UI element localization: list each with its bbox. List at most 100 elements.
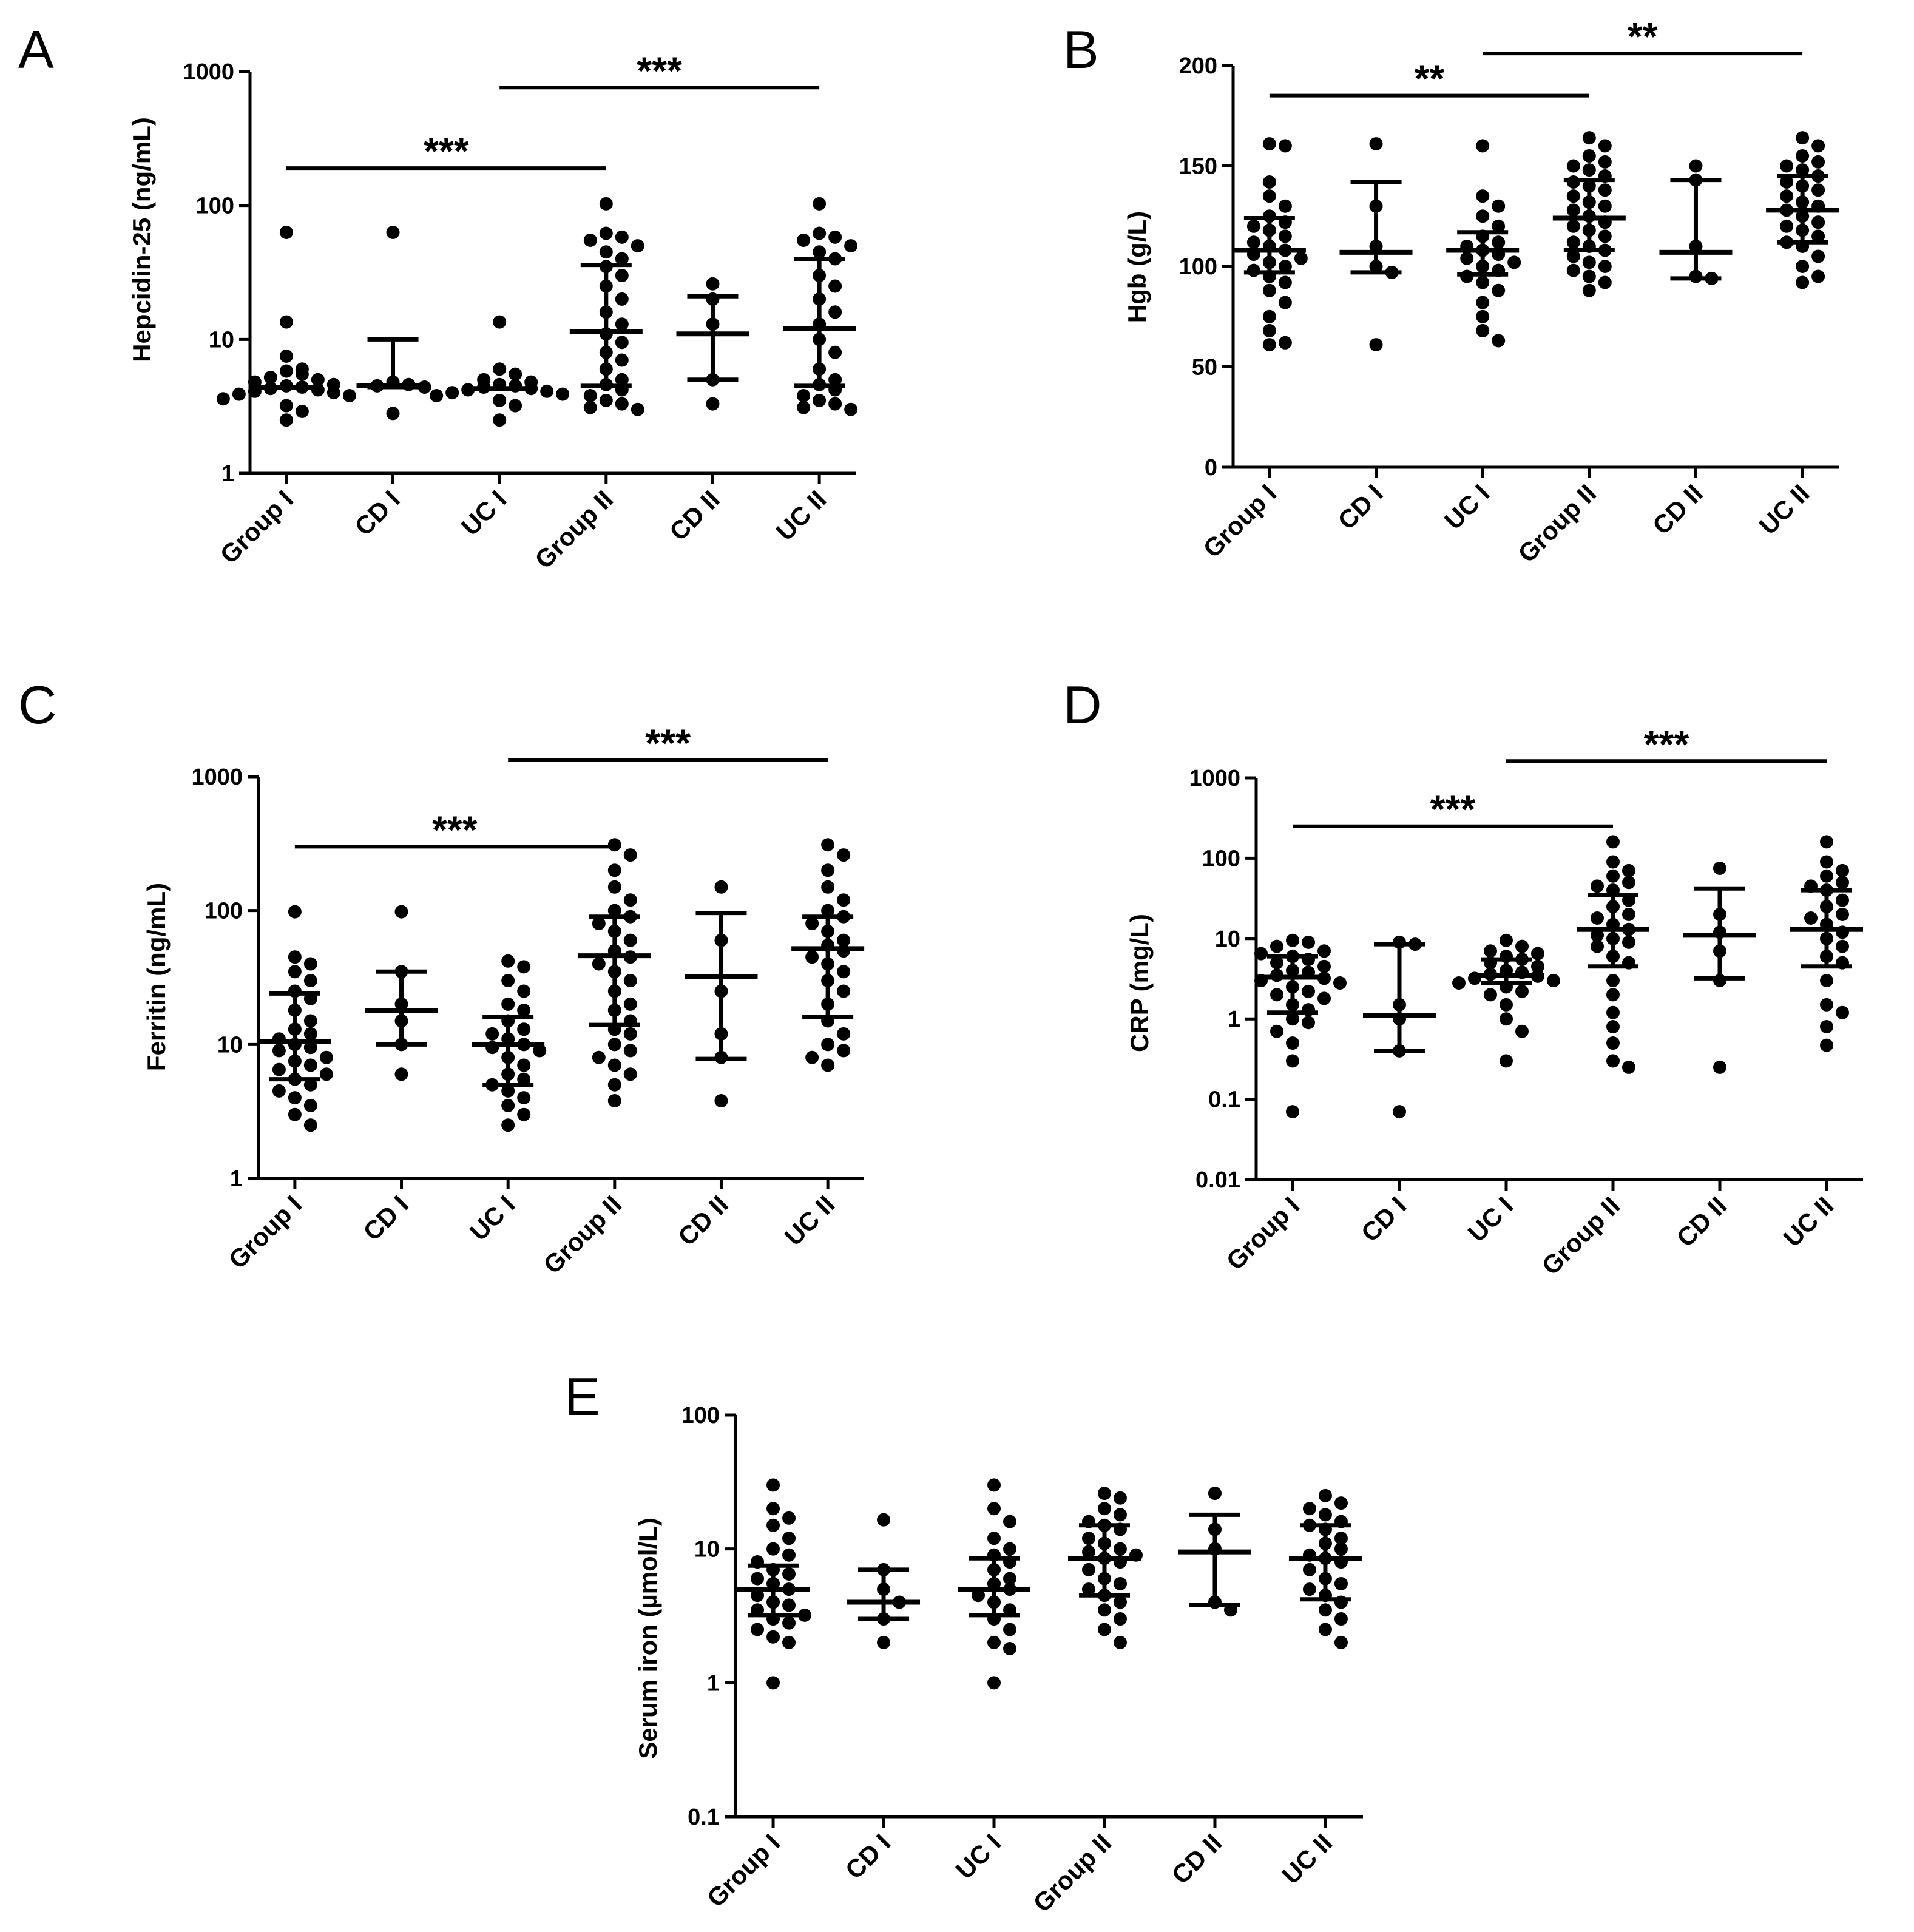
x-tick-label: Group II <box>1536 1191 1625 1280</box>
data-point <box>631 402 644 416</box>
data-point <box>1606 1020 1620 1034</box>
data-point <box>987 1676 1001 1690</box>
data-point <box>821 904 835 917</box>
data-point <box>1507 255 1521 269</box>
panel-b: B Hgb (g/L) 0 50 100 150 200 Group I CD I UC I G… <box>1063 15 1839 568</box>
data-point <box>1246 219 1260 233</box>
data-point <box>1484 988 1497 1002</box>
data-point <box>751 1623 765 1636</box>
data-point <box>821 1038 835 1052</box>
data-point <box>1278 229 1292 243</box>
data-point <box>501 974 515 988</box>
data-point <box>1294 251 1308 265</box>
data-point <box>303 1041 317 1055</box>
data-point <box>607 1058 621 1072</box>
data-point <box>1820 998 1833 1012</box>
x-tick-label: UC I <box>950 1828 1007 1885</box>
y-tick-label: 1000 <box>183 59 234 85</box>
data-point <box>1476 323 1490 337</box>
data-point <box>1262 189 1276 203</box>
data-point <box>1820 855 1833 869</box>
data-point <box>751 1572 765 1586</box>
data-point <box>533 1044 547 1058</box>
data-point <box>517 1058 531 1072</box>
data-point <box>1598 275 1612 289</box>
data-point <box>623 997 637 1011</box>
data-point <box>583 233 597 247</box>
data-point <box>1476 139 1490 153</box>
data-point <box>1796 163 1810 177</box>
data-point <box>766 1518 780 1532</box>
data-point <box>1492 235 1506 249</box>
data-point <box>583 389 597 403</box>
data-point <box>844 402 858 416</box>
data-point <box>1476 309 1490 323</box>
data-point <box>1796 275 1810 289</box>
x-tick-label: Group I <box>1221 1191 1305 1275</box>
y-tick-label: 1000 <box>191 765 243 790</box>
data-point <box>1113 1542 1127 1556</box>
data-point <box>279 349 293 363</box>
data-point <box>1598 183 1612 197</box>
panel-d: D CRP (mg/L) 0.01 0.1 1 10 100 1000 Group I CD … <box>1063 675 1863 1280</box>
data-point <box>493 362 507 376</box>
data-point <box>1598 199 1612 213</box>
data-point <box>556 387 570 401</box>
data-point <box>706 277 720 291</box>
y-axis-title: Hgb (g/L) <box>1123 211 1151 323</box>
data-point <box>1262 323 1276 337</box>
data-point <box>805 917 819 931</box>
data-point <box>1566 263 1580 277</box>
data-point <box>1622 1060 1635 1074</box>
panel-a: A Hepcidin-25 (ng/mL) 1 10 100 1000 Group I C… <box>18 19 858 574</box>
y-tick-label: 100 <box>681 1403 720 1428</box>
data-point <box>1208 1487 1222 1501</box>
data-point <box>1317 944 1331 958</box>
data-point <box>1836 876 1849 890</box>
data-point <box>1500 998 1513 1012</box>
data-point <box>1820 835 1833 849</box>
data-point <box>279 315 293 329</box>
data-point <box>1811 155 1825 169</box>
data-point <box>1836 939 1849 953</box>
data-point <box>837 933 851 947</box>
data-point <box>1598 155 1612 169</box>
data-point <box>263 371 277 385</box>
data-point <box>599 393 613 407</box>
data-point <box>1780 189 1794 203</box>
data-point <box>592 1050 606 1064</box>
panel-letter: A <box>18 19 54 79</box>
data-point <box>987 1478 1001 1492</box>
data-point <box>1598 139 1612 153</box>
data-point <box>1622 935 1635 949</box>
data-point <box>1278 336 1292 350</box>
data-point <box>1278 275 1292 289</box>
data-point <box>623 848 637 862</box>
data-point <box>1003 1515 1017 1528</box>
data-point <box>821 1058 835 1072</box>
data-point <box>615 373 629 387</box>
data-point <box>501 1118 515 1132</box>
data-point <box>517 960 531 974</box>
data-point <box>837 965 851 979</box>
data-point <box>1476 209 1490 223</box>
x-tick-label: UC I <box>1439 479 1495 535</box>
data-point <box>1582 283 1596 297</box>
data-point <box>837 1027 851 1041</box>
x-tick-label: CD II <box>1647 479 1708 540</box>
panel-letter: B <box>1063 19 1099 79</box>
data-point <box>1566 249 1580 263</box>
data-point <box>517 1022 531 1036</box>
data-point <box>1836 1005 1849 1019</box>
data-point <box>1452 976 1466 990</box>
data-point <box>782 1548 796 1562</box>
data-point <box>1003 1623 1017 1636</box>
y-tick-label: 1 <box>221 461 234 487</box>
significance-label: *** <box>645 721 691 765</box>
data-point <box>1003 1542 1017 1556</box>
data-point <box>1286 933 1299 947</box>
data-point <box>1547 974 1560 988</box>
data-point <box>1796 149 1810 163</box>
data-point <box>1531 959 1544 973</box>
